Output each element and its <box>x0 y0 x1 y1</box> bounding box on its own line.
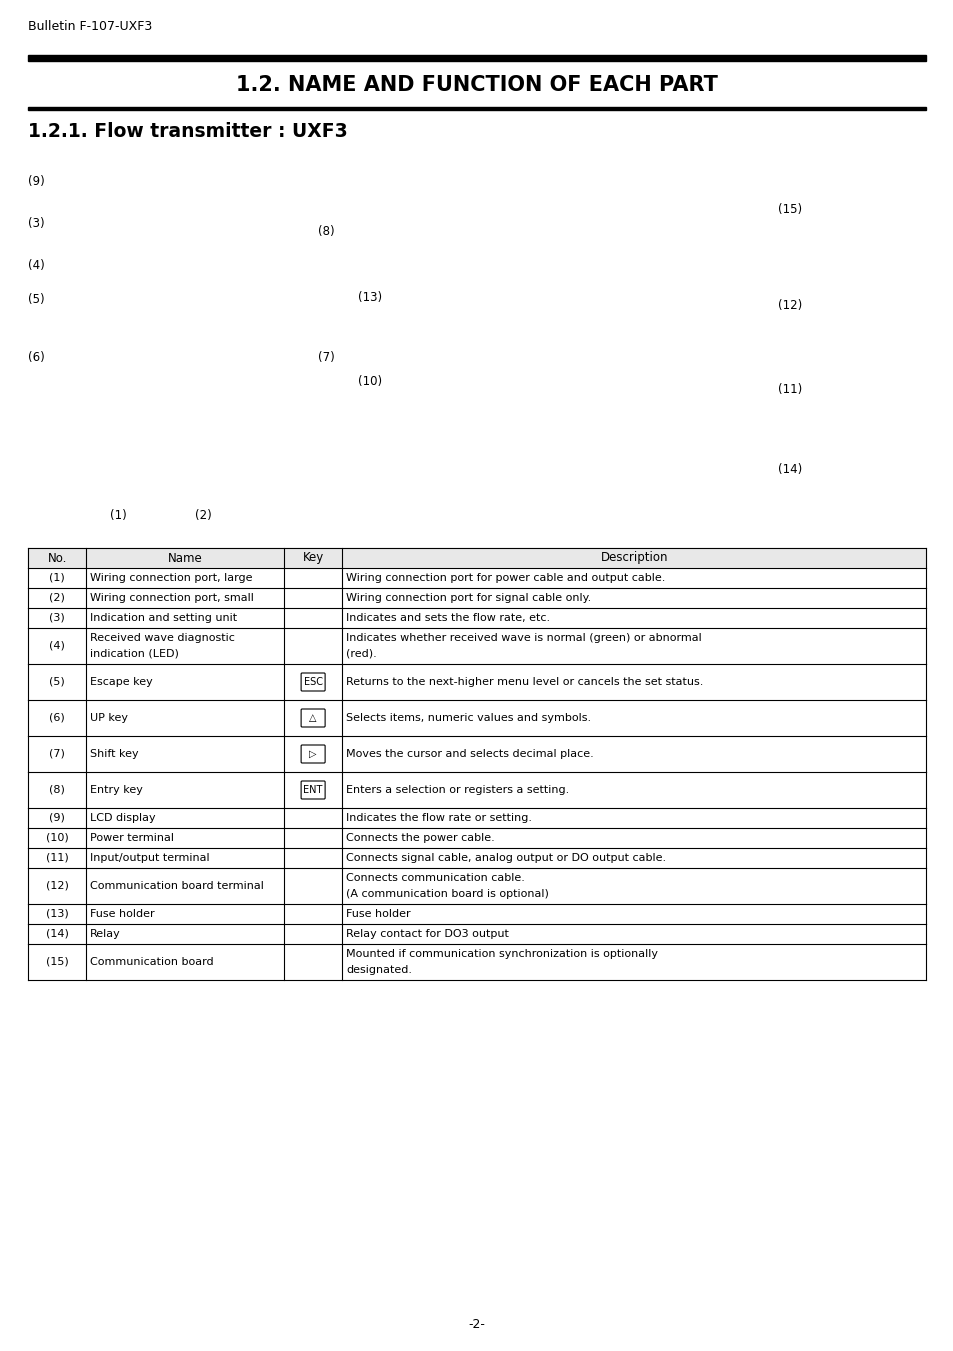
Text: (3): (3) <box>28 218 45 231</box>
Text: Connects signal cable, analog output or DO output cable.: Connects signal cable, analog output or … <box>346 852 666 863</box>
Text: Wiring connection port, large: Wiring connection port, large <box>91 573 253 584</box>
Text: (5): (5) <box>28 293 45 307</box>
Text: Moves the cursor and selects decimal place.: Moves the cursor and selects decimal pla… <box>346 748 594 759</box>
Bar <box>28 736 925 771</box>
Text: indication (LED): indication (LED) <box>91 648 179 659</box>
Text: (6): (6) <box>28 351 45 365</box>
Text: (6): (6) <box>50 713 65 723</box>
Text: Returns to the next-higher menu level or cancels the set status.: Returns to the next-higher menu level or… <box>346 677 703 688</box>
Text: ESC: ESC <box>303 677 322 688</box>
FancyBboxPatch shape <box>301 673 325 690</box>
Text: Bulletin F-107-UXF3: Bulletin F-107-UXF3 <box>28 20 152 32</box>
Text: Wiring connection port for signal cable only.: Wiring connection port for signal cable … <box>346 593 591 603</box>
Text: (14): (14) <box>778 463 801 477</box>
Text: Description: Description <box>599 551 667 565</box>
Text: (2): (2) <box>194 509 212 523</box>
Text: (10): (10) <box>46 834 69 843</box>
Text: -2-: -2- <box>468 1319 485 1331</box>
Bar <box>28 848 925 867</box>
Bar <box>28 567 925 588</box>
Text: (9): (9) <box>28 176 45 189</box>
Text: Indicates and sets the flow rate, etc.: Indicates and sets the flow rate, etc. <box>346 613 550 623</box>
Text: (15): (15) <box>46 957 69 967</box>
Text: Indicates whether received wave is normal (green) or abnormal: Indicates whether received wave is norma… <box>346 634 701 643</box>
Text: (7): (7) <box>50 748 65 759</box>
Bar <box>28 924 925 944</box>
Text: (9): (9) <box>50 813 65 823</box>
Text: △: △ <box>309 713 316 723</box>
Text: (5): (5) <box>50 677 65 688</box>
Text: Received wave diagnostic: Received wave diagnostic <box>91 634 235 643</box>
Text: Fuse holder: Fuse holder <box>91 909 154 919</box>
Text: (11): (11) <box>46 852 69 863</box>
Text: Relay contact for DO3 output: Relay contact for DO3 output <box>346 929 509 939</box>
Text: Entry key: Entry key <box>91 785 143 794</box>
FancyBboxPatch shape <box>301 744 325 763</box>
Text: Shift key: Shift key <box>91 748 139 759</box>
Text: (3): (3) <box>50 613 65 623</box>
Text: Name: Name <box>168 551 202 565</box>
Text: Communication board: Communication board <box>91 957 213 967</box>
Bar <box>28 808 925 828</box>
Text: Communication board terminal: Communication board terminal <box>91 881 264 892</box>
Bar <box>28 867 925 904</box>
Text: (15): (15) <box>778 204 801 216</box>
Text: Power terminal: Power terminal <box>91 834 174 843</box>
Text: (A communication board is optional): (A communication board is optional) <box>346 889 549 898</box>
Text: Fuse holder: Fuse holder <box>346 909 411 919</box>
Bar <box>28 549 925 567</box>
Text: (8): (8) <box>50 785 65 794</box>
Text: Relay: Relay <box>91 929 121 939</box>
Text: LCD display: LCD display <box>91 813 156 823</box>
Text: 1.2. NAME AND FUNCTION OF EACH PART: 1.2. NAME AND FUNCTION OF EACH PART <box>235 76 718 95</box>
FancyBboxPatch shape <box>301 709 325 727</box>
Bar <box>28 107 925 109</box>
Bar <box>28 588 925 608</box>
Text: (10): (10) <box>357 376 382 389</box>
Bar <box>28 944 925 979</box>
FancyBboxPatch shape <box>301 781 325 798</box>
Text: Mounted if communication synchronization is optionally: Mounted if communication synchronization… <box>346 948 658 959</box>
Text: Selects items, numeric values and symbols.: Selects items, numeric values and symbol… <box>346 713 591 723</box>
Text: (13): (13) <box>46 909 69 919</box>
Text: Enters a selection or registers a setting.: Enters a selection or registers a settin… <box>346 785 569 794</box>
Text: Input/output terminal: Input/output terminal <box>91 852 210 863</box>
Text: Connects the power cable.: Connects the power cable. <box>346 834 495 843</box>
Text: (12): (12) <box>778 299 801 312</box>
Text: (7): (7) <box>317 351 335 365</box>
Bar <box>28 771 925 808</box>
Text: Escape key: Escape key <box>91 677 153 688</box>
Text: Indication and setting unit: Indication and setting unit <box>91 613 237 623</box>
Text: Wiring connection port for power cable and output cable.: Wiring connection port for power cable a… <box>346 573 665 584</box>
Text: (4): (4) <box>50 640 65 651</box>
Text: UP key: UP key <box>91 713 129 723</box>
Bar <box>28 828 925 848</box>
Bar <box>28 663 925 700</box>
Bar <box>28 904 925 924</box>
Bar <box>28 55 925 61</box>
Text: Key: Key <box>302 551 323 565</box>
Text: (13): (13) <box>357 292 382 304</box>
Text: (12): (12) <box>46 881 69 892</box>
Text: (red).: (red). <box>346 648 376 659</box>
Text: (11): (11) <box>778 384 801 396</box>
Text: ▷: ▷ <box>309 748 316 759</box>
Text: (4): (4) <box>28 258 45 272</box>
Text: No.: No. <box>48 551 67 565</box>
Text: designated.: designated. <box>346 965 412 974</box>
Text: (8): (8) <box>317 226 335 239</box>
Text: (14): (14) <box>46 929 69 939</box>
Text: Indicates the flow rate or setting.: Indicates the flow rate or setting. <box>346 813 532 823</box>
Text: ENT: ENT <box>303 785 322 794</box>
Bar <box>28 608 925 628</box>
Text: (1): (1) <box>50 573 65 584</box>
Text: (1): (1) <box>110 509 127 523</box>
Text: Wiring connection port, small: Wiring connection port, small <box>91 593 254 603</box>
Text: (2): (2) <box>50 593 65 603</box>
Bar <box>28 700 925 736</box>
Text: 1.2.1. Flow transmitter : UXF3: 1.2.1. Flow transmitter : UXF3 <box>28 122 348 141</box>
Text: Connects communication cable.: Connects communication cable. <box>346 873 524 884</box>
Bar <box>28 628 925 663</box>
